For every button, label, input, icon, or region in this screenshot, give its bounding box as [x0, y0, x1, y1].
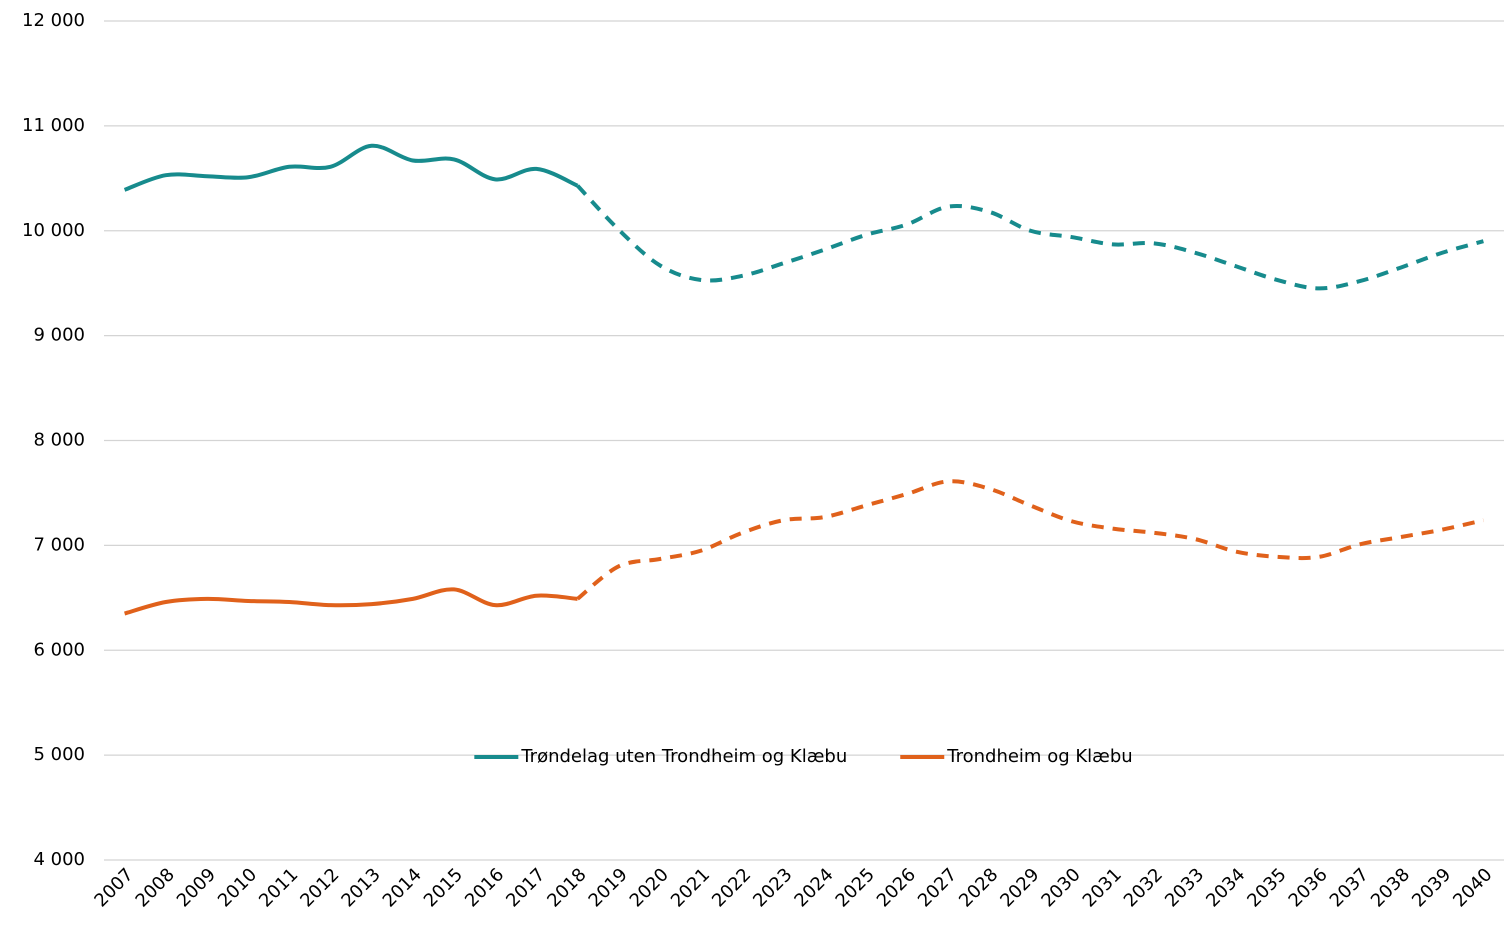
x-tick-label: 2026 [873, 864, 920, 911]
series-line [124, 587, 578, 616]
x-tick-label: 2023 [749, 864, 796, 911]
series-line [576, 479, 1484, 601]
x-tick-label: 2016 [461, 864, 508, 911]
y-tick-label: 12 000 [22, 10, 85, 31]
x-tick-label: 2012 [296, 864, 343, 911]
x-tick-label: 2036 [1285, 864, 1332, 911]
x-tick-label: 2018 [543, 864, 590, 911]
legend-label: Trøndelag uten Trondheim og Klæbu [520, 746, 847, 767]
x-tick-label: 2017 [502, 864, 549, 911]
x-tick-label: 2035 [1243, 864, 1290, 911]
x-tick-label: 2015 [420, 864, 467, 911]
series-line [123, 143, 579, 192]
x-tick-label: 2027 [914, 864, 961, 911]
y-tick-label: 8 000 [33, 430, 85, 451]
y-tick-label: 7 000 [33, 534, 85, 555]
x-tick-label: 2024 [790, 864, 837, 911]
x-tick-label: 2009 [173, 864, 220, 911]
y-tick-label: 6 000 [33, 639, 85, 660]
x-tick-label: 2019 [585, 864, 632, 911]
x-tick-label: 2013 [337, 864, 384, 911]
x-tick-label: 2031 [1079, 864, 1126, 911]
x-tick-label: 2038 [1367, 864, 1414, 911]
x-tick-label: 2014 [379, 864, 426, 911]
x-tick-label: 2011 [255, 864, 302, 911]
x-tick-label: 2032 [1120, 864, 1167, 911]
x-tick-label: 2008 [132, 864, 179, 911]
x-tick-label: 2037 [1326, 864, 1373, 911]
x-tick-label: 2022 [708, 864, 755, 911]
x-tick-label: 2040 [1449, 864, 1496, 911]
y-tick-label: 11 000 [22, 115, 85, 136]
x-tick-label: 2021 [667, 864, 714, 911]
y-tick-label: 9 000 [33, 325, 85, 346]
x-tick-label: 2033 [1161, 864, 1208, 911]
x-tick-label: 2007 [90, 864, 137, 911]
y-tick-label: 5 000 [33, 744, 85, 765]
y-tick-label: 4 000 [33, 849, 85, 870]
x-tick-label: 2030 [1037, 864, 1084, 911]
x-tick-label: 2028 [955, 864, 1002, 911]
x-tick-label: 2025 [832, 864, 879, 911]
series-line [576, 184, 1484, 291]
x-tick-label: 2010 [214, 864, 261, 911]
y-tick-label: 10 000 [22, 220, 85, 241]
legend-label: Trondheim og Klæbu [946, 746, 1132, 767]
x-tick-label: 2039 [1408, 864, 1455, 911]
x-tick-label: 2020 [626, 864, 673, 911]
x-tick-label: 2029 [996, 864, 1043, 911]
x-tick-label: 2034 [1202, 864, 1249, 911]
